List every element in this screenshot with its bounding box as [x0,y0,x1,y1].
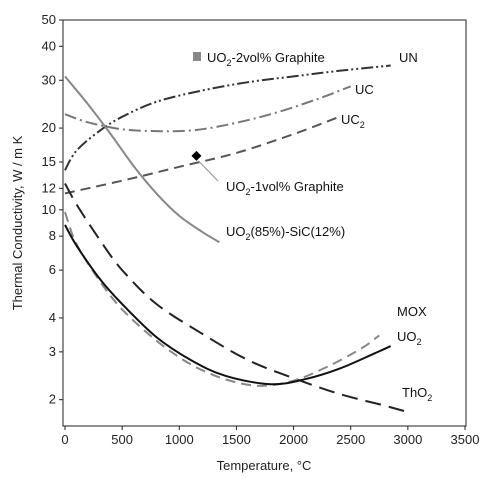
annotation-main: UO [207,50,227,65]
annotation-sic: UO2(85%)-SiC(12%) [226,224,345,242]
annotation-tail: -1vol% Graphite [251,179,344,194]
annotation-sub: 2 [427,393,432,403]
x-tick-label: 0 [61,432,68,447]
annotation-main: UN [399,50,418,65]
annotation-main: UO [226,179,246,194]
series-line-un [64,64,391,171]
annotation-sub: 2 [246,187,251,197]
annotation-main: UO [397,329,417,344]
annotation-g2: UO2-2vol% Graphite [207,50,325,68]
y-tick-label: 50 [42,12,56,27]
annotations: UNUCUC2UO2(85%)-SiC(12%)MOXUO2ThO2UO2-1v… [207,50,432,403]
x-tick-label: 2000 [279,432,308,447]
y-tick-label: 4 [49,310,56,325]
annotation-uc: UC [355,82,374,97]
x-tick-label: 1000 [165,432,194,447]
y-tick-label: 3 [49,344,56,359]
series-line-uo2 [64,224,392,386]
annotation-sub: 2 [417,337,422,347]
annotation-main: MOX [397,304,427,319]
x-tick-label: 3500 [451,432,480,447]
annotation-sub: 2 [360,120,365,130]
annotation-g1: UO2-1vol% Graphite [226,179,344,197]
x-axis-title: Temperature, °C [217,458,312,473]
series-line-uo2-85-sic-12 [64,75,220,244]
series-line-tho2 [64,183,409,414]
y-tick-label: 6 [49,262,56,277]
annotation-sub: 2 [227,58,232,68]
y-tick-label: 12 [42,180,56,195]
x-tick-label: 500 [111,432,133,447]
annotation-uo2: UO2 [397,329,422,347]
series-lines [64,64,409,414]
annotation-tail: (85%)-SiC(12%) [251,224,346,239]
annotation-main: UC [355,82,374,97]
annotation-main: UC [341,112,360,127]
x-tick-label: 3000 [393,432,422,447]
series-line-uc2 [64,115,340,195]
y-axis-title: Thermal Conductivity, W / m K [10,135,25,310]
series-line-mox [64,211,380,387]
leader-lines [197,160,219,182]
y-tick-label: 8 [49,228,56,243]
annotation-sub: 2 [246,232,251,242]
annotation-tho2: ThO2 [402,385,432,403]
y-tick-label: 40 [42,38,56,53]
annotation-un: UN [399,50,418,65]
series-line-uc [64,85,352,133]
x-tick-label: 2500 [336,432,365,447]
y-tick-label: 15 [42,154,56,169]
annotation-tail: -2vol% Graphite [232,50,325,65]
annotation-main: UO [226,224,246,239]
annotation-uc2: UC2 [341,112,365,130]
plot-frame [62,19,467,427]
y-tick-label: 2 [49,392,56,407]
graphite-1vol-leader [197,160,219,182]
annotation-mox: MOX [397,304,427,319]
axis-ticks: 0 500 1000 1500 2000 2500 3000 3500 2 3 4 6 8 10 12 15 2… [42,12,480,447]
markers [191,52,202,161]
y-tick-label: 20 [42,120,56,135]
y-tick-label: 30 [42,72,56,87]
graphite-1vol-point [191,150,202,161]
annotation-main: ThO [402,385,427,400]
y-tick-label: 10 [42,202,56,217]
graphite-2vol-legend-marker [193,52,201,61]
x-tick-label: 1500 [222,432,251,447]
